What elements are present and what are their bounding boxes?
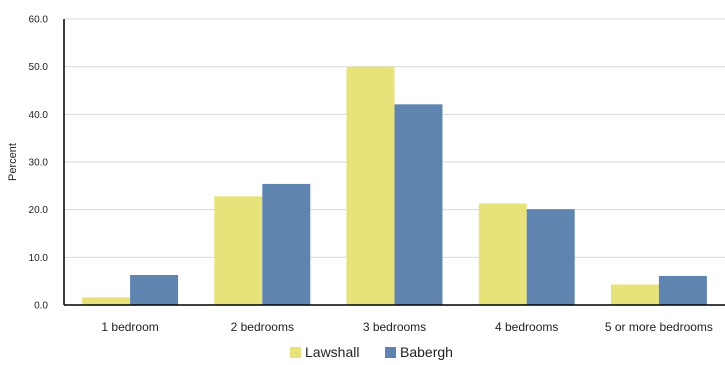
x-axis-labels: 1 bedroom 2 bedrooms 3 bedrooms 4 bedrooms 5…	[101, 320, 713, 334]
bar-lawshall-4	[610, 284, 659, 305]
x-tick-label: 5 or more bedrooms	[605, 320, 713, 334]
y-tick-label: 50.0	[29, 62, 49, 73]
bar-babergh-0	[130, 274, 179, 305]
legend-swatch-lawshall	[290, 347, 301, 358]
y-tick-label: 60.0	[29, 15, 49, 26]
x-tick-label: 4 bedrooms	[495, 320, 558, 334]
x-tick-label: 2 bedrooms	[231, 320, 294, 334]
bar-babergh-1	[262, 183, 311, 305]
legend-label-babergh: Babergh	[400, 344, 453, 360]
legend-swatch-babergh	[385, 347, 396, 358]
bar-lawshall-0	[82, 297, 131, 305]
bar-babergh-3	[526, 209, 575, 305]
y-tick-label: 10.0	[29, 253, 49, 264]
bar-babergh-4	[658, 275, 707, 305]
bar-lawshall-3	[478, 203, 527, 305]
bar-babergh-2	[394, 104, 443, 305]
legend: Lawshall Babergh	[290, 344, 453, 360]
x-tick-label: 3 bedrooms	[363, 320, 426, 334]
y-tick-label: 20.0	[29, 205, 49, 216]
legend-label-lawshall: Lawshall	[305, 344, 359, 360]
y-tick-label: 30.0	[29, 158, 49, 169]
bar-lawshall-1	[214, 196, 263, 305]
y-axis-ticks: 0.0 10.0 20.0 30.0 40.0 50.0 60.0	[29, 15, 49, 312]
bar-lawshall-2	[346, 66, 395, 306]
y-tick-label: 0.0	[34, 301, 48, 312]
y-tick-label: 40.0	[29, 110, 49, 121]
y-axis-title: Percent	[7, 143, 19, 181]
bars	[82, 66, 707, 306]
x-tick-label: 1 bedroom	[101, 320, 158, 334]
